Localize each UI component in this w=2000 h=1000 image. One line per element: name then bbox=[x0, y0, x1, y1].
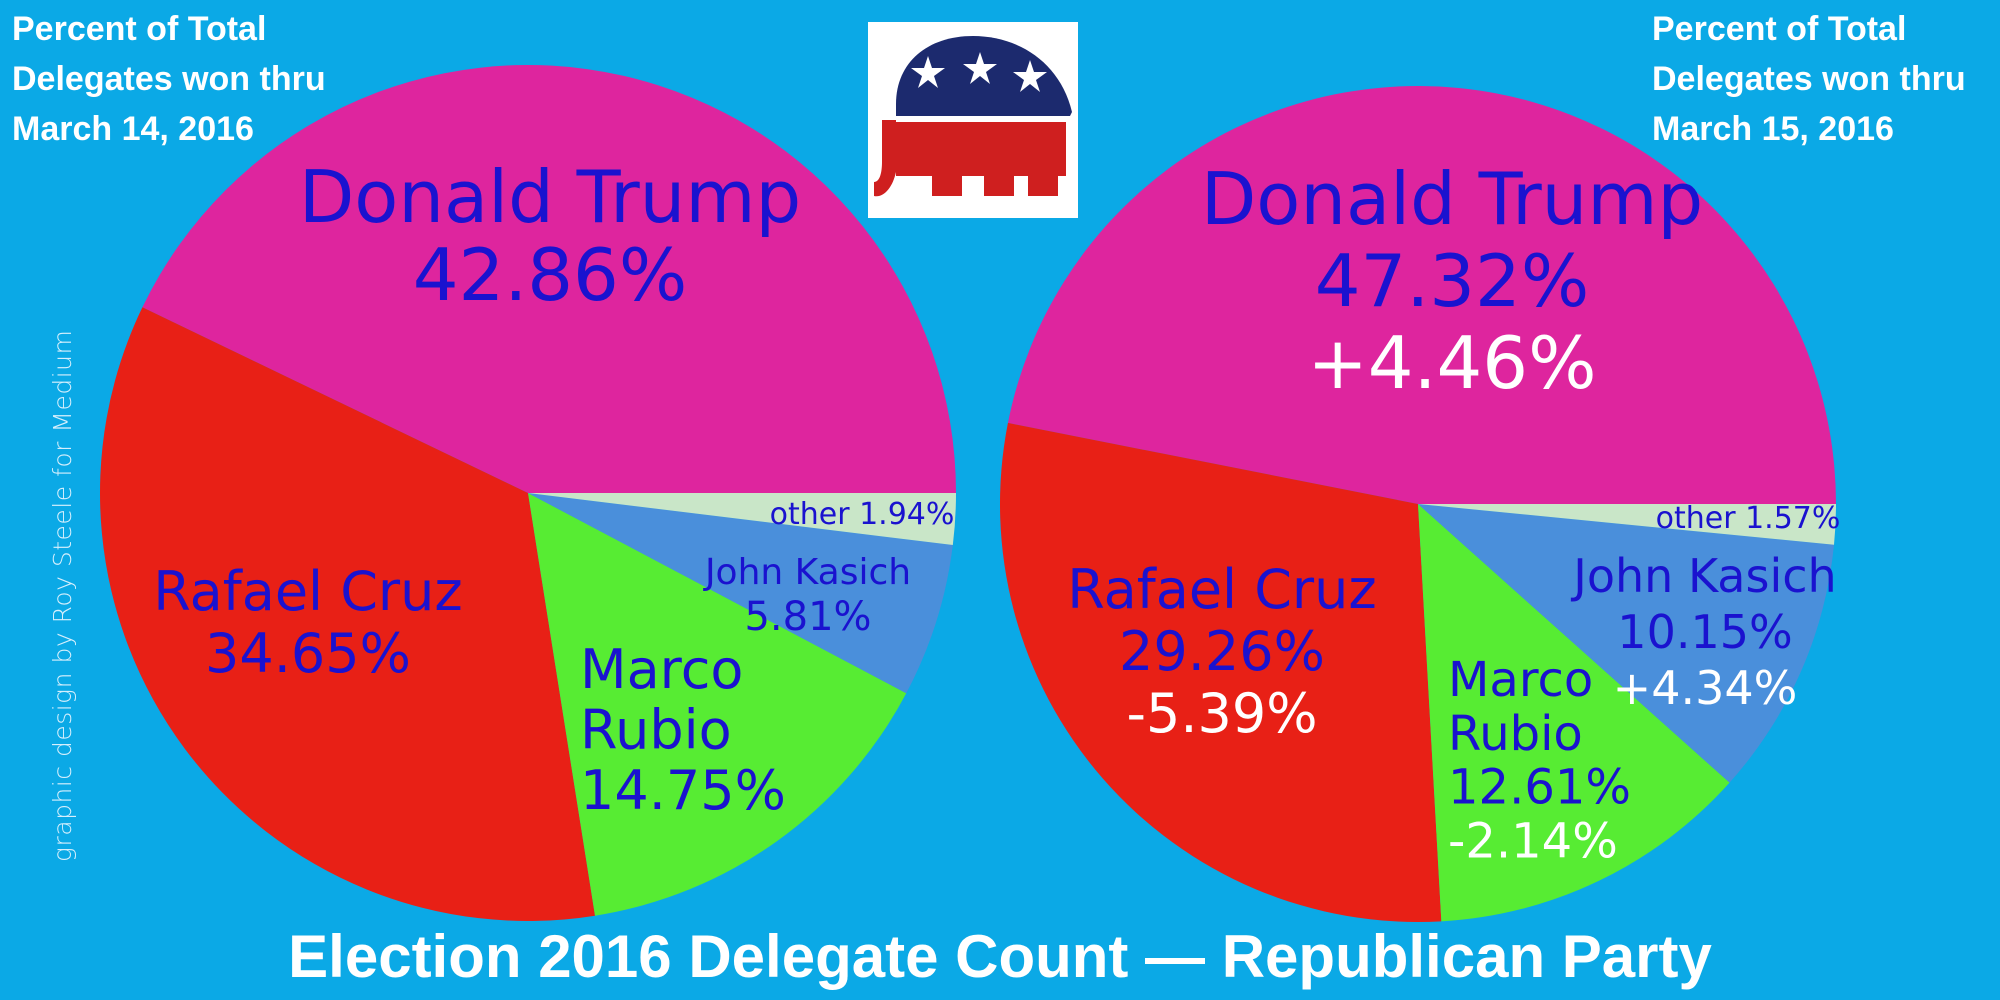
pie0-cruz-value: 34.65% bbox=[205, 622, 411, 685]
header-left-line-2: Delegates won thru bbox=[12, 60, 326, 98]
pie0-kasich-label: John Kasich bbox=[703, 552, 911, 593]
slice-rubio bbox=[528, 493, 907, 916]
elephant-icon bbox=[874, 36, 1072, 197]
header-left-line-3: March 14, 2016 bbox=[12, 110, 254, 148]
slice-rubio bbox=[1418, 504, 1730, 922]
slice-cruz bbox=[99, 307, 596, 921]
header-right-line-1: Percent of Total bbox=[1652, 10, 1907, 48]
slice-other bbox=[1418, 504, 1836, 545]
pie1-rubio-change: -2.14% bbox=[1448, 813, 1618, 869]
design-credit: graphic design by Roy Steele for Medium bbox=[48, 329, 77, 862]
pie1-kasich-change: +4.34% bbox=[1613, 661, 1798, 715]
pie1-cruz-label: Rafael Cruz bbox=[1067, 558, 1376, 621]
pie0-rubio-label-first: Marco bbox=[580, 638, 743, 701]
pie0-cruz-label: Rafael Cruz bbox=[153, 560, 462, 623]
pie1-other-label: other 1.57% bbox=[1656, 501, 1841, 536]
pie1-rubio-label-last: Rubio bbox=[1448, 706, 1583, 762]
header-right: Percent of Total Delegates won thru Marc… bbox=[1652, 4, 1966, 154]
pie1-trump-label: Donald Trump bbox=[1201, 157, 1703, 241]
pie1-cruz-value: 29.26% bbox=[1119, 620, 1325, 683]
pie0-rubio-value: 14.75% bbox=[580, 759, 786, 822]
pie1-cruz-change: -5.39% bbox=[1126, 682, 1317, 745]
slice-other bbox=[528, 493, 956, 546]
pie0-trump-label: Donald Trump bbox=[299, 155, 801, 239]
header-left-line-1: Percent of Total bbox=[12, 10, 267, 48]
footer-title: Election 2016 Delegate Count — Republica… bbox=[288, 923, 1712, 990]
slice-kasich bbox=[1418, 504, 1835, 783]
pie0-kasich-value: 5.81% bbox=[744, 594, 871, 640]
header-left: Percent of Total Delegates won thru Marc… bbox=[12, 4, 326, 154]
republican-elephant-logo bbox=[868, 22, 1078, 218]
slice-kasich bbox=[528, 493, 953, 694]
pie0-trump-value: 42.86% bbox=[413, 233, 688, 317]
pie1-trump-value: 47.32% bbox=[1315, 239, 1590, 323]
pie1-kasich-label: John Kasich bbox=[1570, 549, 1836, 603]
pie0-rubio-label-last: Rubio bbox=[580, 698, 732, 761]
pie1-rubio-label-first: Marco bbox=[1448, 652, 1593, 708]
pie1-kasich-value: 10.15% bbox=[1617, 605, 1792, 659]
pie0-other-label: other 1.94% bbox=[770, 497, 955, 532]
slice-cruz bbox=[999, 422, 1442, 922]
header-right-line-3: March 15, 2016 bbox=[1652, 110, 1894, 148]
slice-trump bbox=[1007, 86, 1836, 504]
header-right-line-2: Delegates won thru bbox=[1652, 60, 1966, 98]
pie1-trump-change: +4.46% bbox=[1307, 321, 1596, 405]
slice-trump bbox=[142, 65, 957, 494]
pie1-rubio-value: 12.61% bbox=[1448, 760, 1631, 816]
